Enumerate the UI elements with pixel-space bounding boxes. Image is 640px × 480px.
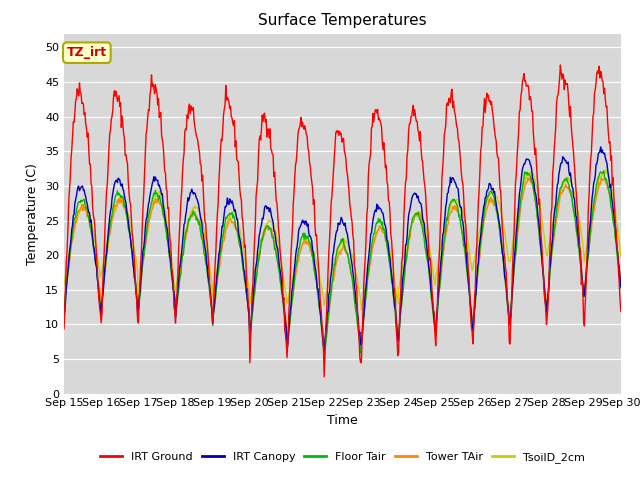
X-axis label: Time: Time: [327, 414, 358, 427]
Title: Surface Temperatures: Surface Temperatures: [258, 13, 427, 28]
Text: TZ_irt: TZ_irt: [67, 46, 107, 59]
Y-axis label: Temperature (C): Temperature (C): [26, 163, 40, 264]
Legend: IRT Ground, IRT Canopy, Floor Tair, Tower TAir, TsoilD_2cm: IRT Ground, IRT Canopy, Floor Tair, Towe…: [95, 447, 589, 467]
